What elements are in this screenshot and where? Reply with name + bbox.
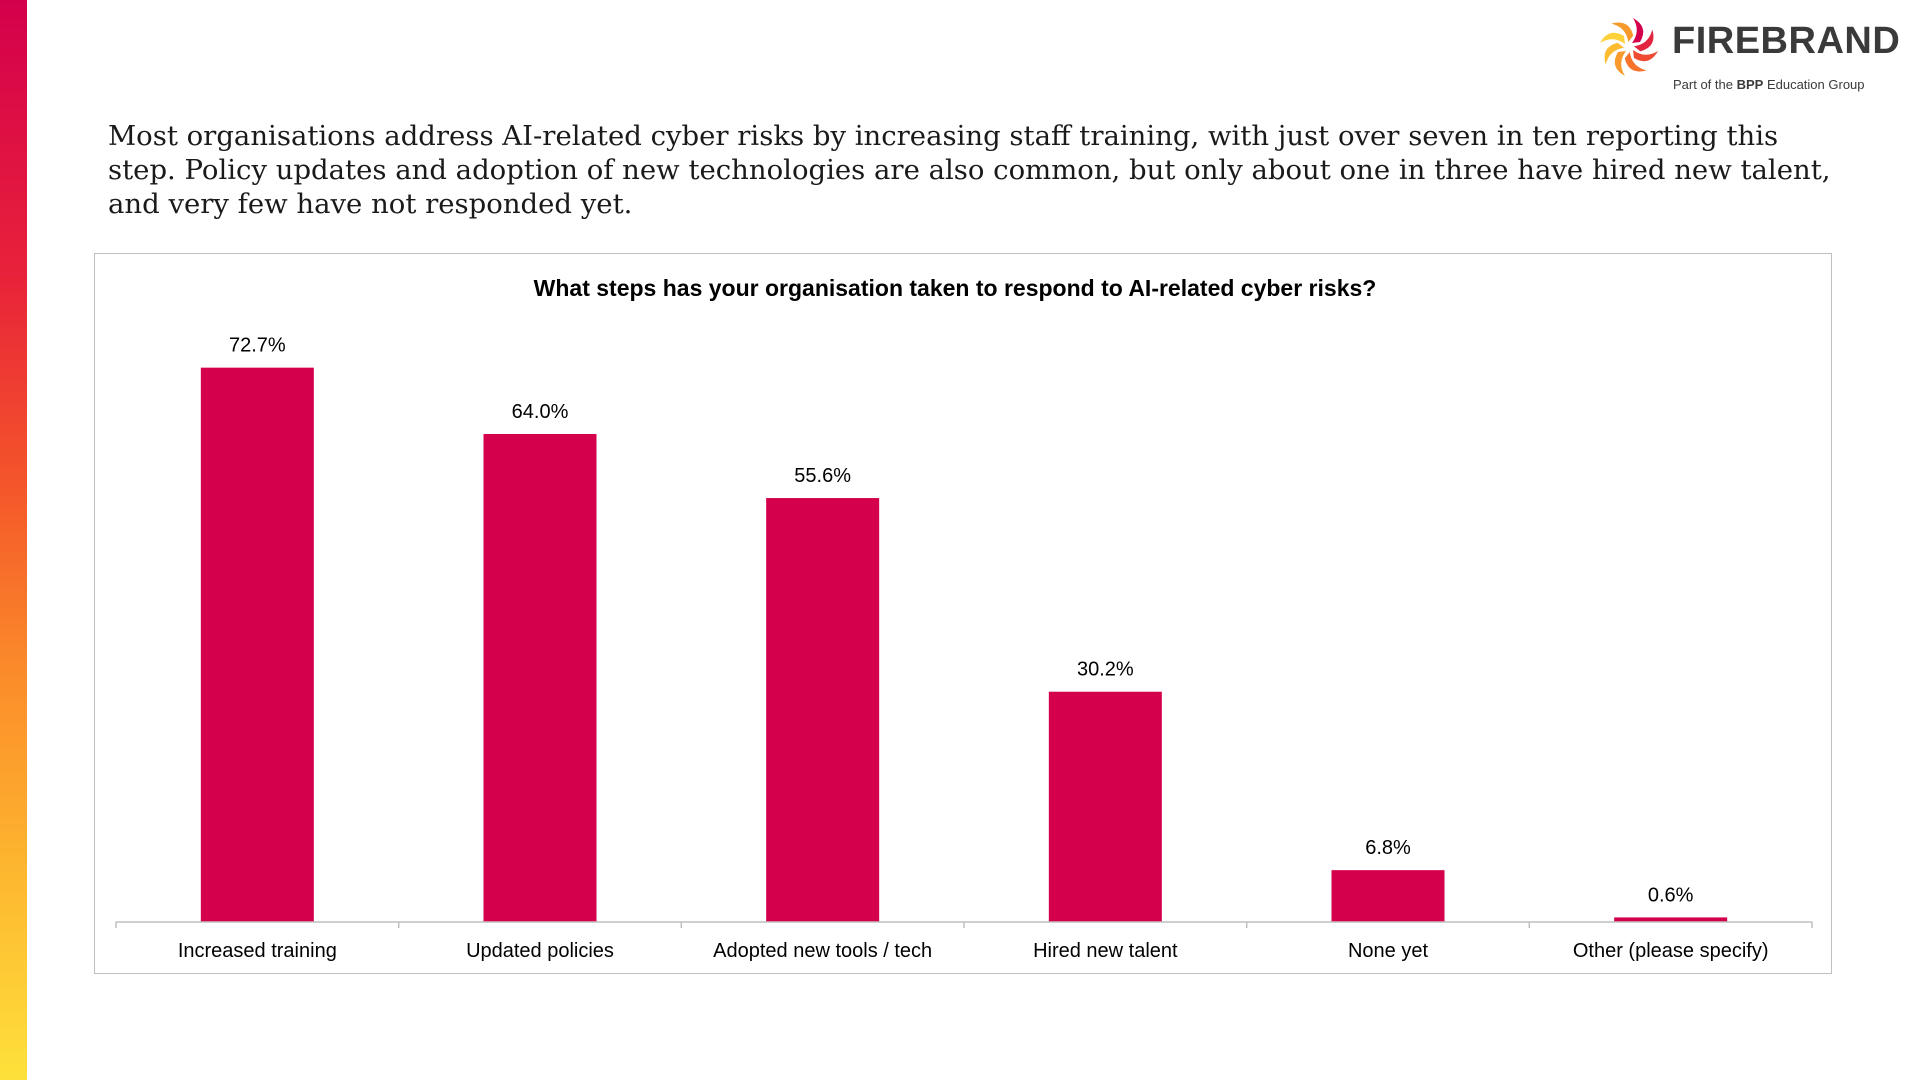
bar-chart: What steps has your organisation taken t… — [115, 275, 1813, 962]
logo-petal — [1600, 32, 1625, 44]
intro-paragraph: Most organisations address AI-related cy… — [108, 120, 1831, 220]
logo-petal — [1632, 18, 1644, 43]
data-label: 72.7% — [229, 335, 286, 357]
bar-0 — [200, 367, 314, 923]
chart-panel: What steps has your organisation taken t… — [94, 253, 1832, 974]
brand-name: FIREBRAND — [1672, 20, 1901, 62]
logo-petal — [1633, 50, 1658, 62]
logo-petal — [1604, 42, 1625, 65]
data-label: 30.2% — [1077, 659, 1134, 681]
data-label: 6.8% — [1365, 837, 1411, 859]
firebrand-logo: FIREBRAND Part of the BPP Education Grou… — [1596, 14, 1900, 100]
category-label: Other (please specify) — [1573, 940, 1769, 962]
bar-3 — [1048, 691, 1162, 922]
data-label: 64.0% — [512, 401, 569, 423]
brand-tagline: Part of the BPP Education Group — [1673, 77, 1865, 92]
logo-petal — [1614, 51, 1626, 76]
category-label: Increased training — [178, 940, 337, 962]
category-label: Updated policies — [466, 940, 614, 962]
gradient-side-bar — [0, 0, 27, 1080]
category-label: Hired new talent — [1033, 940, 1178, 962]
data-label: 0.6% — [1648, 884, 1694, 906]
category-label: Adopted new tools / tech — [713, 940, 932, 962]
bar-1 — [483, 434, 597, 922]
bar-2 — [766, 498, 880, 922]
logo-petal — [1611, 22, 1634, 43]
logo-petal — [1633, 29, 1654, 52]
firebrand-spiral-icon — [1600, 18, 1658, 76]
chart-title: What steps has your organisation taken t… — [534, 275, 1377, 301]
bar-4 — [1331, 870, 1445, 922]
logo-petal — [1624, 51, 1647, 72]
data-label: 55.6% — [794, 465, 851, 487]
category-label: None yet — [1348, 940, 1428, 962]
bar-5 — [1614, 917, 1728, 922]
